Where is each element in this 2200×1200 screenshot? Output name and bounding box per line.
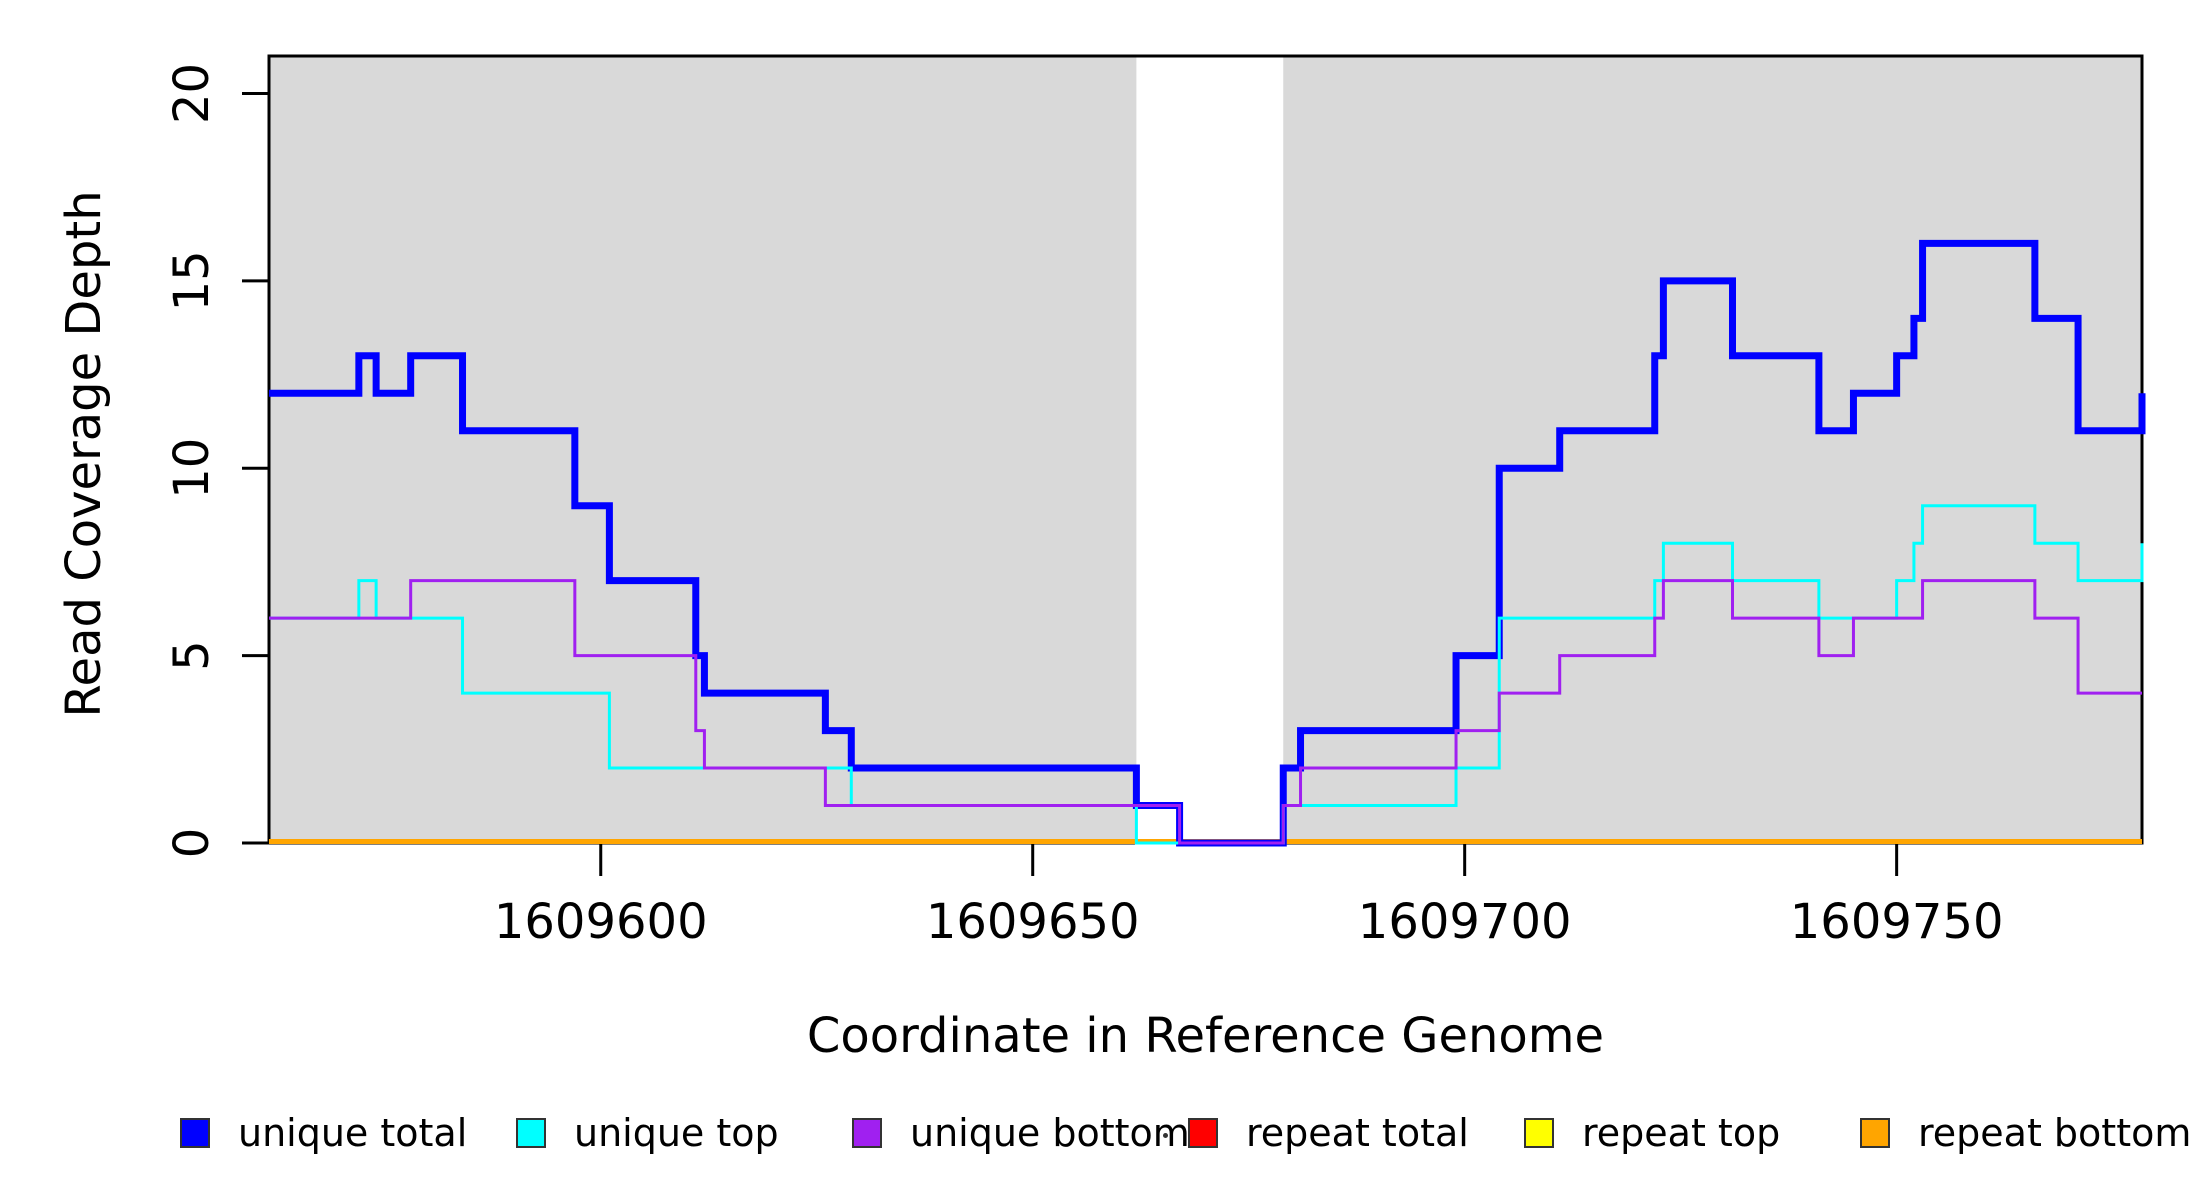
legend-item-repeat-total: repeat total xyxy=(1188,1111,1469,1155)
legend-item-repeat-top: repeat top xyxy=(1524,1111,1781,1155)
series-line-unique-bottom xyxy=(269,579,2142,845)
legend-item-unique-top: unique top xyxy=(516,1111,779,1155)
legend-label: repeat top xyxy=(1582,1111,1781,1155)
x-tick-label: 1609750 xyxy=(1790,894,2004,950)
unique-total-swatch-icon xyxy=(180,1118,210,1148)
legend-label: repeat total xyxy=(1246,1111,1469,1155)
shaded-region-0 xyxy=(269,57,1137,842)
legend-label: unique top xyxy=(574,1111,779,1155)
repeat-bottom-swatch-icon xyxy=(1860,1118,1890,1148)
repeat-top-swatch-icon xyxy=(1524,1118,1554,1148)
series-line-unique-total xyxy=(269,239,2146,847)
y-tick-label: 20 xyxy=(164,63,220,124)
legend-label: unique total xyxy=(238,1111,468,1155)
legend-label: repeat bottom xyxy=(1918,1111,2192,1155)
stray-dot-mark xyxy=(1163,1133,1168,1138)
legend-item-repeat-bottom: repeat bottom xyxy=(1860,1111,2192,1155)
y-tick-label: 5 xyxy=(164,640,220,671)
unique-top-swatch-icon xyxy=(516,1118,546,1148)
legend-item-unique-total: unique total xyxy=(180,1111,468,1155)
y-axis-title: Read Coverage Depth xyxy=(56,190,112,718)
shaded-region-1 xyxy=(1283,57,2142,842)
legend: unique total unique top unique bottom re… xyxy=(0,0,2200,1155)
repeat-total-swatch-icon xyxy=(1188,1118,1218,1148)
x-tick-label: 1609650 xyxy=(926,894,1140,950)
legend-label: unique bottom xyxy=(910,1111,1190,1155)
y-tick-label: 10 xyxy=(164,438,220,499)
legend-item-unique-bottom: unique bottom xyxy=(852,1111,1190,1155)
x-tick-label: 1609600 xyxy=(494,894,708,950)
y-tick-label: 15 xyxy=(164,250,220,311)
y-tick-label: 0 xyxy=(164,828,220,859)
unique-bottom-swatch-icon xyxy=(852,1118,882,1148)
x-tick-label: 1609700 xyxy=(1358,894,1572,950)
x-axis-title: Coordinate in Reference Genome xyxy=(806,1008,1605,1064)
